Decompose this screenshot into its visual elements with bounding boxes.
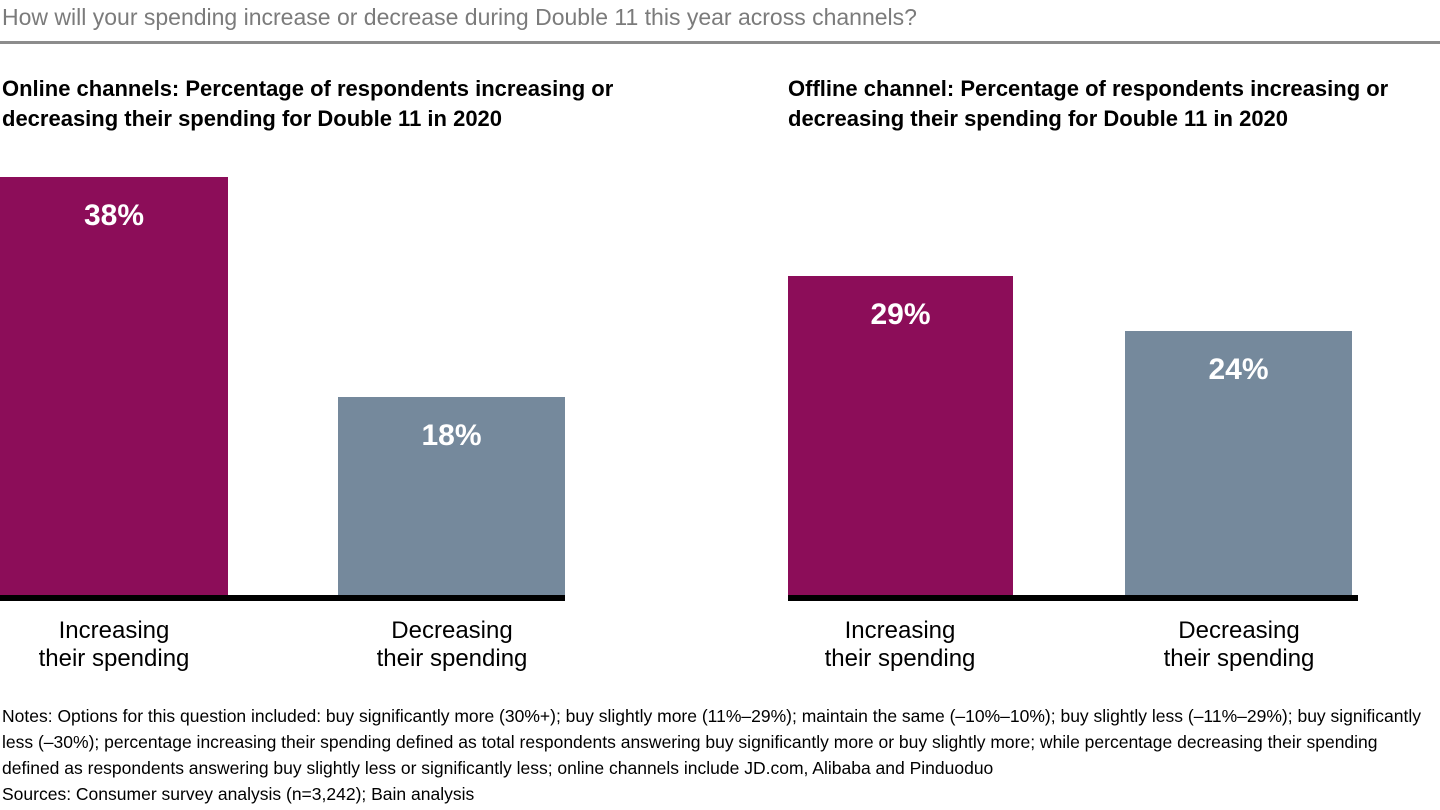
online-bar-decreasing-value-label: 18% bbox=[421, 419, 482, 452]
online-x-axis-line bbox=[0, 595, 565, 601]
online-bar-increasing-value-label: 38% bbox=[83, 199, 145, 232]
offline-bar-increasing-value-label: 29% bbox=[870, 298, 931, 331]
offline-chart-plot-area: 29% 24% bbox=[788, 160, 1358, 595]
offline-x-axis-line bbox=[788, 595, 1358, 601]
online-bar-increasing: 38% bbox=[0, 177, 228, 595]
header-divider-rule bbox=[0, 41, 1440, 44]
online-bar-decreasing: 18% bbox=[338, 397, 565, 595]
offline-bar-decreasing: 24% bbox=[1125, 331, 1352, 595]
offline-chart-title: Offline channel: Percentage of responden… bbox=[788, 76, 1389, 131]
online-label-increasing: Increasing their spending bbox=[38, 617, 190, 672]
sources-text: Sources: Consumer survey analysis (n=3,2… bbox=[2, 784, 475, 804]
page-title: How will your spending increase or decre… bbox=[2, 4, 917, 30]
online-chart-title: Online channels: Percentage of responden… bbox=[2, 76, 614, 131]
online-chart-plot-area: 38% 18% bbox=[0, 160, 565, 595]
online-label-decreasing: Decreasing their spending bbox=[376, 617, 528, 672]
offline-label-decreasing: Decreasing their spending bbox=[1163, 617, 1315, 672]
notes-text: Notes: Options for this question include… bbox=[2, 706, 1422, 778]
offline-label-increasing: Increasing their spending bbox=[824, 617, 976, 672]
offline-bar-decreasing-value-label: 24% bbox=[1208, 353, 1269, 386]
offline-bar-increasing: 29% bbox=[788, 276, 1013, 595]
